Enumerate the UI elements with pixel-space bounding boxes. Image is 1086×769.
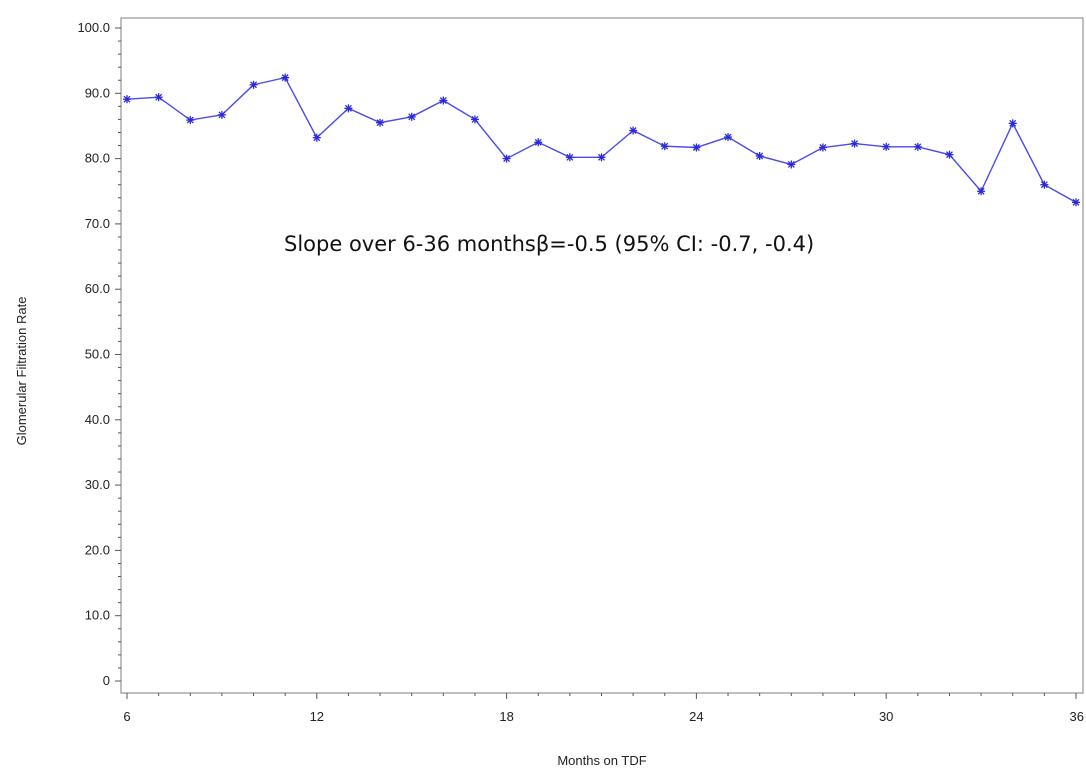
data-point-marker [534,138,543,147]
x-axis: 6 12 18 24 30 36 [123,693,1084,724]
series-layer [123,73,1080,207]
data-point-marker [376,118,385,127]
x-tick-label: 18 [499,709,513,724]
data-point-marker [597,153,606,162]
data-point-marker [123,95,131,104]
data-point-marker [312,133,321,142]
data-point-marker [154,93,163,102]
data-point-marker [1072,198,1080,207]
y-tick-label: 70.0 [85,216,110,231]
data-point-marker [281,73,290,82]
y-axis-title: Glomerular Filtration Rate [14,297,29,446]
data-point-marker [565,153,574,162]
y-axis: 0 10.0 20.0 30.0 40.0 50.0 60.0 70.0 80.0 90.0 100… [77,20,121,688]
data-point-marker [217,110,226,119]
data-point-marker [977,187,986,196]
data-point-marker [850,139,859,148]
data-point-marker [945,150,954,159]
y-tick-label: 60.0 [85,281,110,296]
data-point-marker [724,133,733,142]
data-point-marker [1040,180,1049,189]
x-tick-label: 30 [879,709,893,724]
data-point-marker [755,151,764,160]
x-tick-label: 24 [689,709,703,724]
data-point-marker [882,142,891,151]
data-point-marker [913,142,922,151]
x-axis-title: Months on TDF [557,753,646,768]
data-point-marker [407,112,416,121]
y-tick-label: 100.0 [77,20,110,35]
y-tick-label: 30.0 [85,477,110,492]
data-point-marker [1008,119,1017,128]
y-tick-label: 0 [103,673,110,688]
y-tick-label: 50.0 [85,347,110,362]
x-tick-label: 36 [1070,709,1084,724]
plot-area [120,17,1084,694]
data-point-marker [502,154,511,163]
data-point-marker [660,142,669,151]
y-tick-label: 10.0 [85,608,110,623]
data-point-marker [439,96,448,105]
data-point-marker [470,115,479,124]
y-tick-label: 40.0 [85,412,110,427]
data-point-marker [818,143,827,152]
x-tick-label: 12 [310,709,324,724]
data-point-marker [186,116,195,125]
y-tick-label: 90.0 [85,85,110,100]
data-point-marker [344,104,353,113]
y-tick-label: 80.0 [85,151,110,166]
data-point-marker [692,143,701,152]
annotation-text: Slope over 6-36 monthsβ=-0.5 (95% CI: -0… [284,232,814,256]
data-point-marker [629,126,638,135]
data-point-marker [787,160,796,169]
y-tick-label: 20.0 [85,542,110,557]
x-tick-label: 6 [123,709,130,724]
data-point-marker [249,80,258,89]
